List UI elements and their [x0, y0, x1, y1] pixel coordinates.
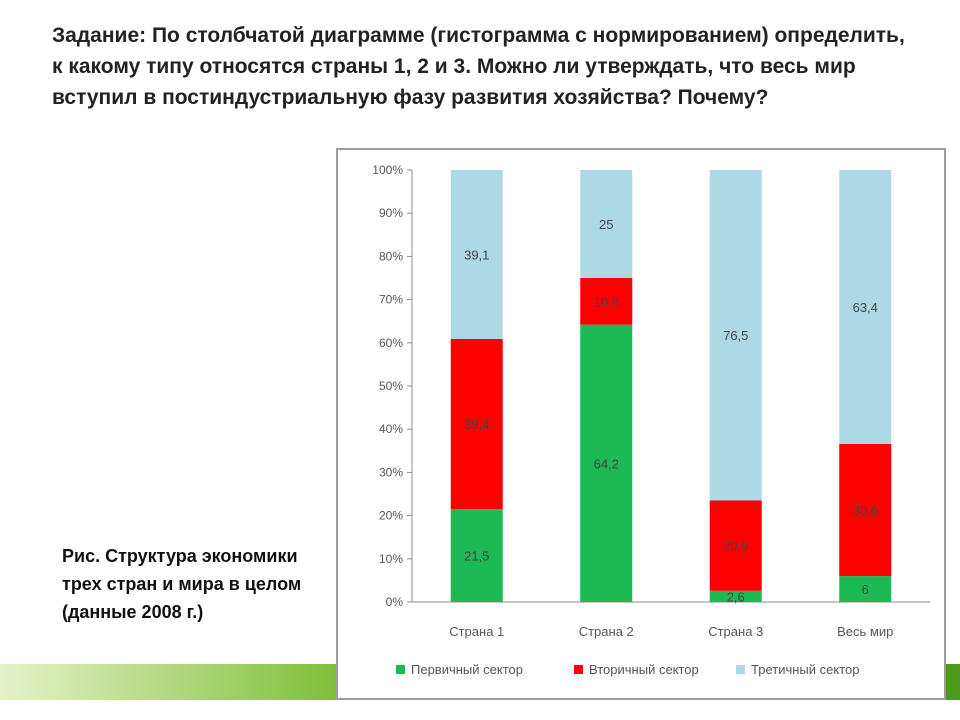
bar-value-label: 39,1 [464, 247, 489, 262]
stacked-bar-chart: 0% 10% 20% 30% 40% 50% 60% 70% 80% 90% 100% 21,5 39… [372, 163, 930, 677]
bar-segment [839, 170, 892, 444]
caption-line-1: Рис. Структура экономики [62, 546, 298, 566]
bar-value-label: 64,2 [594, 456, 619, 471]
category-label: Страна 3 [708, 624, 763, 639]
bar-segment [450, 170, 503, 339]
y-tick-label: 100% [372, 163, 403, 177]
legend-swatch [736, 665, 745, 674]
category-label: Страна 2 [579, 624, 634, 639]
y-tick-label: 20% [379, 509, 403, 523]
y-tick-label: 50% [379, 379, 403, 393]
bar-segment [580, 278, 633, 325]
bar-segment [839, 443, 892, 577]
y-tick-label: 40% [379, 422, 403, 436]
bar-value-label: 20,9 [723, 539, 748, 554]
category-labels-group: Страна 1 Страна 2 Страна 3 Весь мир [449, 624, 893, 639]
task-text: Задание: По столбчатой диаграмме (гистог… [52, 24, 905, 109]
legend-swatch [396, 665, 405, 674]
y-tick-label: 0% [386, 595, 404, 609]
bars-group: 21,5 39,4 39,1 64,2 10,8 25 2,6 20,9 76,5 6 30,6 63… [450, 170, 892, 604]
legend-swatch [574, 665, 583, 674]
bar-segment [450, 338, 503, 510]
caption-line-3: (данные 2008 г.) [62, 602, 204, 622]
chart-frame: 0% 10% 20% 30% 40% 50% 60% 70% 80% 90% 100% 21,5 39… [336, 148, 946, 700]
bar-segment [709, 590, 762, 602]
bar-value-label: 76,5 [723, 328, 748, 343]
bar-value-label: 2,6 [727, 589, 745, 604]
legend-label: Третичный сектор [751, 662, 859, 677]
figure-caption: Рис. Структура экономики трех стран и ми… [62, 542, 352, 626]
y-tick-label: 30% [379, 465, 403, 479]
bar-segment [709, 500, 762, 591]
caption-line-2: трех стран и мира в целом [62, 574, 302, 594]
bar-value-label: 25 [599, 217, 613, 232]
y-tick-label: 80% [379, 249, 403, 263]
bar-segment [580, 170, 633, 278]
bar-value-label: 10,8 [594, 294, 619, 309]
legend-label: Первичный сектор [411, 662, 523, 677]
y-tick-label: 60% [379, 336, 403, 350]
bar-segment [839, 576, 892, 602]
bar-value-label: 6 [862, 582, 869, 597]
bar-value-label: 39,4 [464, 417, 489, 432]
y-tick-label: 70% [379, 293, 403, 307]
y-axis-group: 0% 10% 20% 30% 40% 50% 60% 70% 80% 90% 100% [372, 163, 930, 609]
y-tick-label: 90% [379, 206, 403, 220]
category-label: Весь мир [837, 624, 893, 639]
bar-segment [450, 509, 503, 602]
y-tick-label: 10% [379, 552, 403, 566]
bar-segment [709, 170, 762, 501]
bar-value-label: 30,6 [853, 503, 878, 518]
category-label: Страна 1 [449, 624, 504, 639]
legend-label: Вторичный сектор [589, 662, 699, 677]
bar-value-label: 63,4 [853, 300, 878, 315]
bar-value-label: 21,5 [464, 549, 489, 564]
bar-segment [580, 324, 633, 602]
legend: Первичный сектор Вторичный сектор Третичны… [396, 662, 859, 677]
